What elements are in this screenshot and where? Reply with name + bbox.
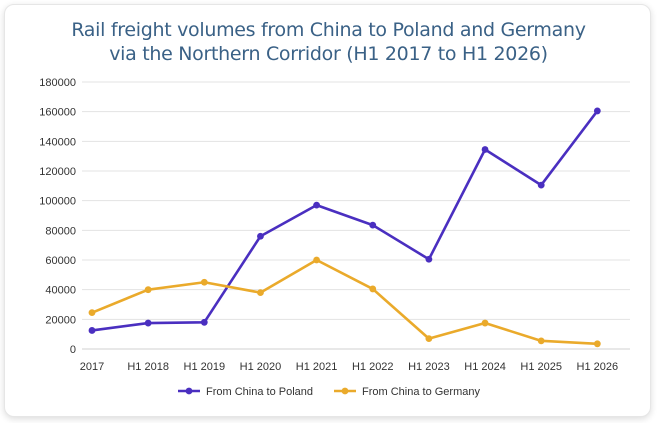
legend: From China to Poland From China to German… — [178, 386, 480, 398]
data-point — [88, 309, 96, 317]
chart-title-line-1: Rail freight volumes from China to Polan… — [71, 19, 586, 41]
y-tick-label: 120000 — [39, 166, 76, 178]
x-axis-ticks: 2017 H1 2018 H1 2019 H1 2020 H1 2021 H1 2022 H… — [80, 361, 618, 373]
data-point — [257, 232, 264, 240]
x-tick-label: H1 2023 — [408, 361, 450, 373]
gridlines — [82, 81, 630, 350]
legend-swatch-marker — [341, 387, 349, 395]
data-point — [369, 221, 377, 229]
y-tick-label: 180000 — [39, 77, 76, 89]
x-tick-label: H1 2022 — [352, 361, 394, 373]
data-point — [144, 319, 152, 327]
legend-item: From China to Poland — [178, 386, 313, 398]
chart-card — [4, 4, 651, 417]
data-point — [257, 289, 264, 297]
x-tick-label: H1 2019 — [184, 361, 226, 373]
series-1 — [88, 107, 601, 334]
data-point — [200, 318, 208, 326]
data-point — [593, 107, 601, 115]
y-tick-label: 100000 — [39, 196, 76, 208]
data-point — [200, 278, 208, 286]
series-2 — [88, 256, 601, 348]
data-point — [481, 146, 489, 153]
data-point — [144, 286, 152, 294]
series-line — [91, 110, 599, 332]
data-point — [593, 340, 601, 348]
x-tick-label: H1 2018 — [127, 361, 169, 373]
legend-item: From China to Germany — [334, 386, 480, 398]
x-tick-label: H1 2020 — [240, 361, 282, 373]
y-tick-label: 60000 — [45, 255, 76, 267]
y-tick-label: 20000 — [45, 314, 76, 326]
legend-swatch-marker — [185, 387, 193, 395]
data-point — [88, 327, 96, 334]
x-tick-label: H1 2026 — [577, 361, 619, 373]
x-tick-label: H1 2021 — [296, 361, 338, 373]
legend-label: From China to Poland — [206, 386, 313, 398]
series-group — [88, 107, 601, 348]
series-line — [91, 258, 598, 346]
y-tick-label: 0 — [70, 344, 76, 356]
data-point — [425, 335, 433, 343]
data-point — [537, 337, 545, 345]
data-point — [425, 255, 433, 263]
data-point — [313, 201, 320, 209]
data-point — [369, 285, 377, 293]
y-tick-label: 40000 — [45, 285, 76, 297]
x-tick-label: 2017 — [80, 361, 104, 373]
chart-title: Rail freight volumes from China to Polan… — [0, 18, 657, 66]
y-tick-label: 140000 — [39, 136, 76, 148]
legend-label: From China to Germany — [362, 386, 480, 398]
x-tick-label: H1 2024 — [464, 361, 506, 373]
data-point — [481, 319, 489, 327]
x-tick-label: H1 2025 — [520, 361, 562, 373]
chart-title-line-2: via the Northern Corridor (H1 2017 to H1… — [109, 43, 548, 65]
data-point — [537, 181, 545, 189]
y-tick-label: 160000 — [39, 107, 76, 119]
data-point — [313, 256, 320, 264]
y-axis-ticks: 0 20000 40000 60000 80000 100000 120000 140000 1… — [39, 77, 76, 356]
y-tick-label: 80000 — [45, 225, 76, 237]
